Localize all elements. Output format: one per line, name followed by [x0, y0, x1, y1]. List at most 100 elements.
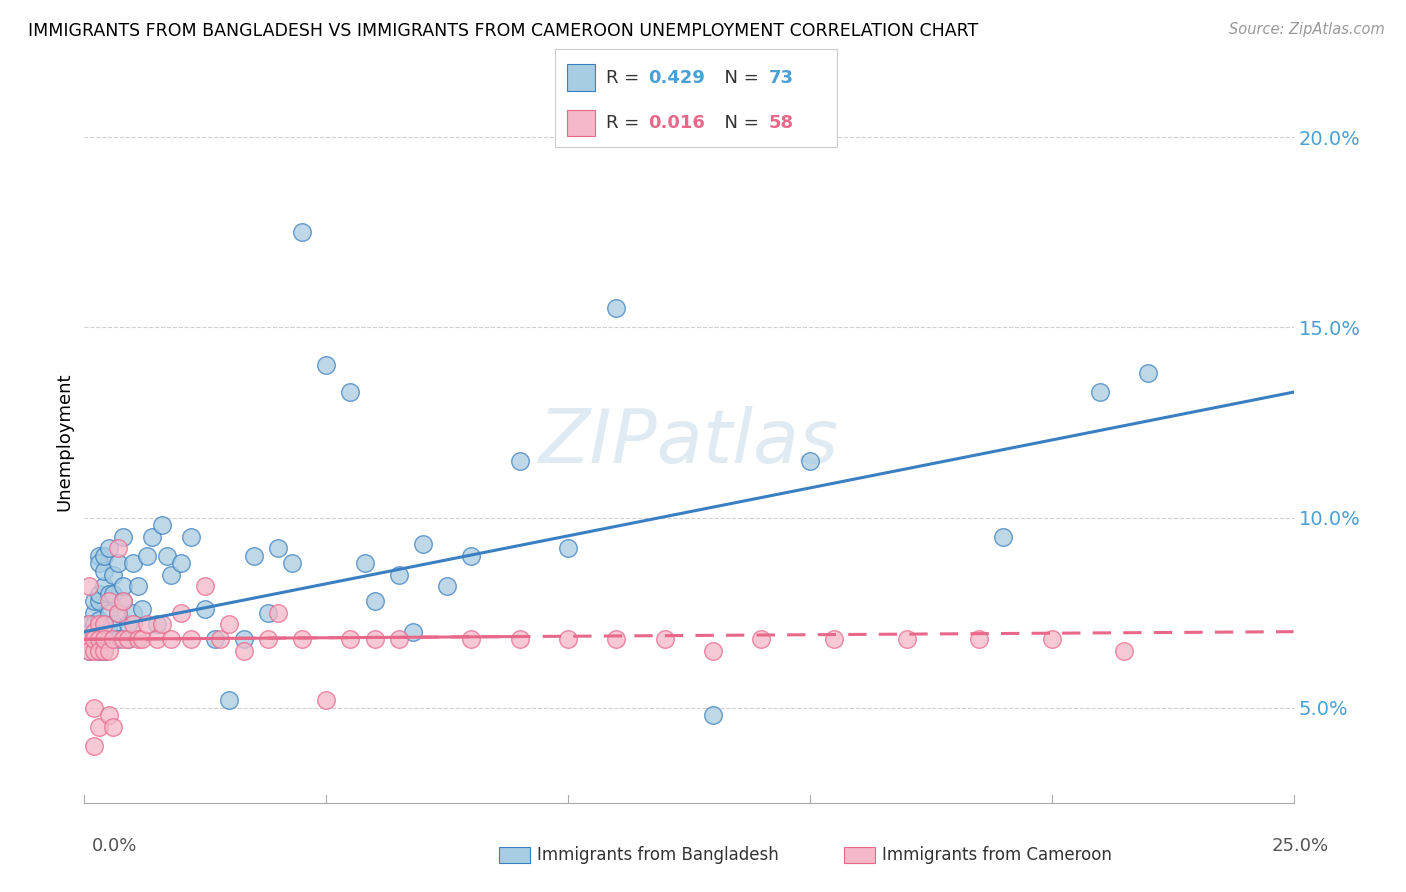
- Point: [87, 556, 110, 570]
- Point: [896, 632, 918, 647]
- Point: [97, 643, 120, 657]
- Point: [107, 541, 129, 555]
- Point: [654, 632, 676, 647]
- Point: [87, 587, 110, 601]
- Point: [557, 541, 579, 555]
- Point: [93, 564, 115, 578]
- Point: [93, 579, 115, 593]
- Point: [257, 606, 280, 620]
- Point: [160, 632, 183, 647]
- Point: [77, 617, 100, 632]
- Point: [131, 632, 153, 647]
- Point: [702, 708, 724, 723]
- Point: [363, 632, 385, 647]
- Point: [103, 720, 125, 734]
- Point: [208, 632, 231, 647]
- Point: [93, 643, 115, 657]
- Point: [605, 632, 627, 647]
- Point: [83, 739, 105, 753]
- Point: [1088, 385, 1111, 400]
- Point: [257, 632, 280, 647]
- Text: IMMIGRANTS FROM BANGLADESH VS IMMIGRANTS FROM CAMEROON UNEMPLOYMENT CORRELATION : IMMIGRANTS FROM BANGLADESH VS IMMIGRANTS…: [28, 22, 979, 40]
- Point: [117, 632, 139, 647]
- Text: N =: N =: [713, 69, 765, 87]
- Point: [315, 693, 337, 707]
- Point: [97, 594, 120, 608]
- Point: [967, 632, 990, 647]
- Text: Source: ZipAtlas.com: Source: ZipAtlas.com: [1229, 22, 1385, 37]
- Point: [127, 632, 149, 647]
- Point: [388, 567, 411, 582]
- Point: [77, 624, 100, 639]
- Point: [146, 632, 169, 647]
- Point: [339, 632, 361, 647]
- Point: [83, 594, 105, 608]
- Point: [751, 632, 773, 647]
- Point: [218, 693, 240, 707]
- Point: [146, 617, 169, 632]
- Point: [170, 606, 193, 620]
- Point: [388, 632, 411, 647]
- Point: [87, 617, 110, 632]
- Text: 25.0%: 25.0%: [1271, 837, 1329, 855]
- Point: [77, 632, 100, 647]
- Point: [97, 708, 120, 723]
- Point: [103, 567, 125, 582]
- Point: [121, 556, 143, 570]
- Point: [155, 549, 177, 563]
- Point: [83, 632, 105, 647]
- Point: [170, 556, 193, 570]
- Point: [354, 556, 377, 570]
- Point: [117, 617, 139, 632]
- Point: [233, 643, 256, 657]
- Point: [315, 359, 337, 373]
- Point: [402, 624, 425, 639]
- Point: [291, 632, 314, 647]
- Text: 73: 73: [769, 69, 794, 87]
- Point: [77, 632, 100, 647]
- Point: [83, 617, 105, 632]
- Point: [112, 530, 135, 544]
- Text: Immigrants from Cameroon: Immigrants from Cameroon: [882, 847, 1111, 864]
- Point: [242, 549, 264, 563]
- Point: [83, 700, 105, 714]
- Point: [180, 632, 202, 647]
- Point: [460, 632, 482, 647]
- Point: [233, 632, 256, 647]
- Point: [460, 549, 482, 563]
- Point: [194, 579, 217, 593]
- Text: R =: R =: [606, 69, 645, 87]
- Point: [993, 530, 1015, 544]
- Point: [605, 301, 627, 316]
- Point: [83, 624, 105, 639]
- Point: [339, 385, 361, 400]
- Point: [107, 606, 129, 620]
- Point: [218, 617, 240, 632]
- Point: [87, 720, 110, 734]
- Point: [93, 643, 115, 657]
- Point: [121, 606, 143, 620]
- Point: [83, 643, 105, 657]
- Point: [112, 594, 135, 608]
- Point: [107, 606, 129, 620]
- Text: Immigrants from Bangladesh: Immigrants from Bangladesh: [537, 847, 779, 864]
- Point: [1040, 632, 1063, 647]
- Point: [509, 632, 531, 647]
- Point: [97, 587, 120, 601]
- Point: [136, 549, 159, 563]
- Text: R =: R =: [606, 114, 645, 132]
- Point: [127, 579, 149, 593]
- Point: [87, 643, 110, 657]
- Point: [87, 643, 110, 657]
- Point: [131, 602, 153, 616]
- Point: [93, 632, 115, 647]
- Point: [436, 579, 458, 593]
- Point: [112, 594, 135, 608]
- Point: [97, 606, 120, 620]
- Y-axis label: Unemployment: Unemployment: [55, 372, 73, 511]
- Point: [93, 617, 115, 632]
- Point: [93, 549, 115, 563]
- Point: [77, 579, 100, 593]
- Point: [150, 617, 173, 632]
- Point: [281, 556, 304, 570]
